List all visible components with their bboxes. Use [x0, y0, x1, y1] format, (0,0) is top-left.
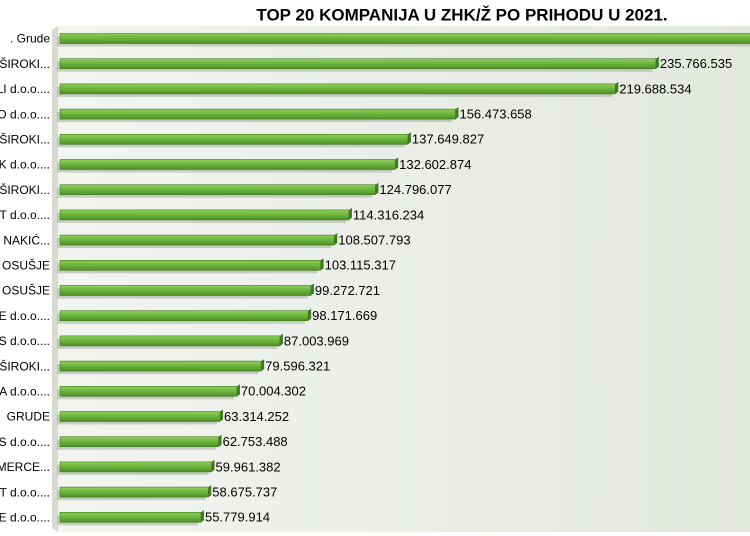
category-label: T d.o.o.... [0, 208, 50, 222]
bar-end [208, 485, 212, 498]
bar-end [375, 182, 379, 195]
value-label: 124.796.077 [379, 182, 451, 197]
bar-end [320, 258, 324, 271]
bar-end [615, 81, 619, 94]
bar-end [334, 233, 338, 246]
bar [59, 486, 209, 498]
category-label: K d.o.o.... [0, 158, 50, 172]
value-label: 219.688.534 [619, 81, 691, 96]
bar-end [310, 283, 314, 296]
category-label: ST d.o.o.... [0, 485, 50, 499]
value-label: 58.675.737 [212, 485, 277, 500]
value-label: 156.473.658 [459, 107, 531, 122]
value-label: 103.115.317 [325, 258, 396, 273]
category-label: S d.o.o.... [0, 435, 50, 449]
bar-end [220, 409, 224, 422]
bar [59, 411, 221, 422]
value-label: 62.753.488 [223, 434, 288, 449]
chart-title: TOP 20 KOMPANIJA U ZHK/Ž PO PRIHODU U 20… [256, 5, 667, 24]
category-label: LE d.o.o.... [0, 309, 50, 323]
category-label: ŠIROKI... [0, 131, 50, 146]
bar [59, 461, 212, 473]
value-label: 114.316.234 [353, 207, 424, 222]
bar-end [211, 459, 215, 472]
bar [59, 184, 376, 195]
bar [59, 33, 750, 44]
category-label: E d.o.o.... [0, 510, 50, 524]
bar [59, 108, 456, 120]
plot-area [58, 26, 750, 532]
category-label: OSUŠJE [2, 283, 50, 298]
category-label: P NAKIĆ... [0, 232, 50, 247]
value-label: 137.649.827 [412, 132, 484, 147]
bar [59, 335, 281, 347]
value-label: 98.171.669 [312, 308, 377, 323]
bar [59, 159, 396, 170]
plot-wall [52, 26, 58, 532]
category-label: GRUDE [7, 410, 50, 424]
bar-end [236, 384, 240, 397]
bar-end [308, 308, 312, 321]
bar [59, 285, 312, 296]
bar [59, 58, 657, 70]
bar [59, 360, 262, 372]
category-label: O d.o.o.... [0, 107, 50, 121]
value-label: 55.779.914 [205, 510, 270, 525]
bar [59, 209, 350, 221]
bar-end [655, 56, 659, 69]
value-label: 79.596.321 [265, 359, 330, 374]
value-label: 63.314.252 [224, 409, 289, 424]
value-label: 99.272.721 [315, 283, 380, 298]
value-label: 235.766.535 [660, 56, 732, 71]
bar [59, 310, 309, 322]
bar [59, 436, 219, 448]
bar-end [261, 359, 265, 372]
value-label: 108.507.793 [338, 233, 410, 248]
category-label: ŠIROKI... [0, 56, 50, 71]
category-label: A d.o.o.... [0, 384, 50, 398]
bar [59, 511, 202, 523]
value-label: 59.961.382 [216, 459, 281, 474]
category-label: MERCE... [0, 460, 50, 474]
category-label: . Grude [10, 32, 50, 46]
bar-end [455, 107, 459, 120]
bar-end [279, 333, 283, 346]
bar [59, 83, 616, 95]
category-label: OSUŠJE [2, 257, 50, 272]
bar-end [348, 207, 352, 220]
bar-end [407, 132, 411, 145]
bar [59, 134, 409, 145]
bar-end [200, 510, 204, 523]
value-label: 87.003.969 [284, 333, 349, 348]
category-label: S d.o.o.... [0, 334, 50, 348]
bar [59, 259, 321, 271]
bar [59, 234, 335, 246]
bar-end [395, 157, 399, 170]
bar-end [218, 434, 222, 447]
category-label: LI d.o.o.... [0, 82, 50, 96]
category-label: ŠIROKI... [0, 182, 50, 197]
value-label: 132.602.874 [399, 157, 471, 172]
value-label: 70.004.302 [241, 384, 306, 399]
bar [59, 385, 238, 397]
category-label: ŠIROKI... [0, 358, 50, 373]
